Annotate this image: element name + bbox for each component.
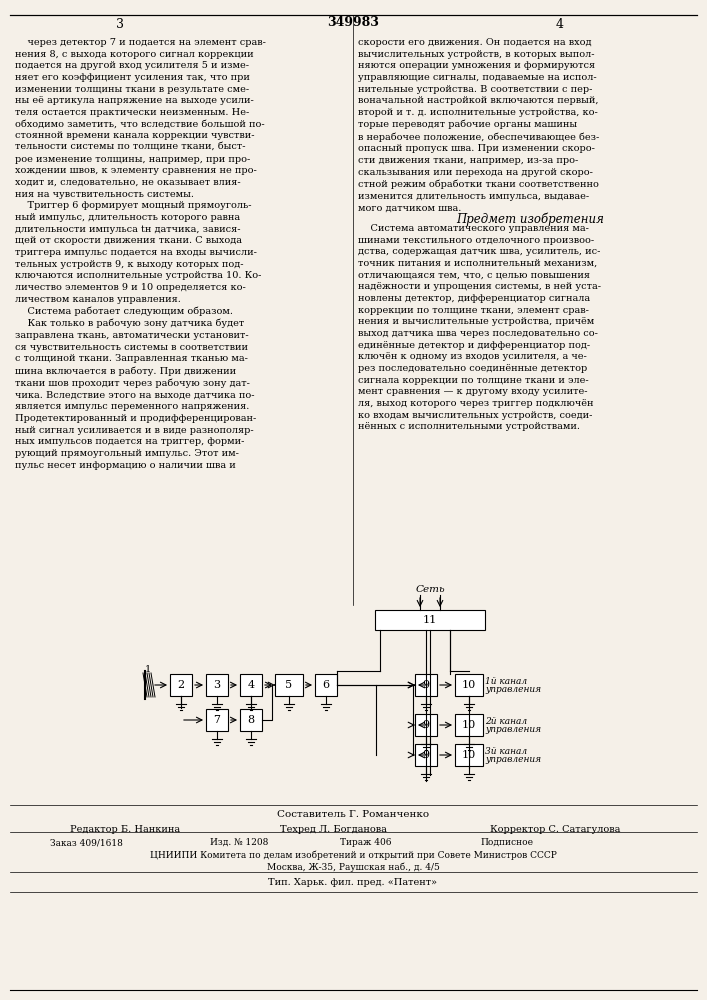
FancyBboxPatch shape: [170, 674, 192, 696]
Text: 2й канал: 2й канал: [485, 716, 527, 726]
Text: 4: 4: [247, 680, 255, 690]
FancyBboxPatch shape: [240, 709, 262, 731]
Text: 9: 9: [423, 750, 430, 760]
Text: Предмет изобретения: Предмет изобретения: [456, 213, 604, 227]
FancyBboxPatch shape: [415, 674, 437, 696]
Text: 1й канал: 1й канал: [485, 676, 527, 686]
Text: 1: 1: [145, 664, 151, 674]
FancyBboxPatch shape: [240, 674, 262, 696]
Text: управления: управления: [485, 754, 541, 764]
Text: Тираж 406: Тираж 406: [340, 838, 392, 847]
Text: Тип. Харьк. фил. пред. «Патент»: Тип. Харьк. фил. пред. «Патент»: [269, 878, 438, 887]
Text: Редактор Б. Нанкина: Редактор Б. Нанкина: [70, 825, 180, 834]
Text: Изд. № 1208: Изд. № 1208: [210, 838, 269, 847]
FancyBboxPatch shape: [275, 674, 303, 696]
Text: Техред Л. Богданова: Техред Л. Богданова: [280, 825, 387, 834]
Text: скорости его движения. Он подается на вход
вычислительных устройств, в которых в: скорости его движения. Он подается на вх…: [358, 38, 600, 212]
Text: 11: 11: [423, 615, 437, 625]
FancyBboxPatch shape: [315, 674, 337, 696]
FancyBboxPatch shape: [415, 714, 437, 736]
FancyBboxPatch shape: [415, 744, 437, 766]
Text: Система автоматического управления ма-
шинами текстильного отделочного произвоо-: Система автоматического управления ма- ш…: [358, 224, 601, 431]
Text: 8: 8: [247, 715, 255, 725]
Text: 10: 10: [462, 680, 476, 690]
FancyBboxPatch shape: [455, 744, 483, 766]
Text: 3: 3: [214, 680, 221, 690]
FancyBboxPatch shape: [206, 674, 228, 696]
Text: 10: 10: [462, 750, 476, 760]
Text: 5: 5: [286, 680, 293, 690]
Text: ЦНИИПИ Комитета по делам изобретений и открытий при Совете Министров СССР: ЦНИИПИ Комитета по делам изобретений и о…: [150, 851, 556, 860]
Text: Сеть: Сеть: [415, 585, 445, 594]
Text: 7: 7: [214, 715, 221, 725]
Text: 9: 9: [423, 720, 430, 730]
Text: Составитель Г. Романченко: Составитель Г. Романченко: [277, 810, 429, 819]
Text: Корректор С. Сатагулова: Корректор С. Сатагулова: [490, 825, 620, 834]
FancyBboxPatch shape: [455, 674, 483, 696]
Text: управления: управления: [485, 724, 541, 734]
FancyBboxPatch shape: [455, 714, 483, 736]
Text: через детектор 7 и подается на элемент срав-
нения 8, с выхода которого сигнал к: через детектор 7 и подается на элемент с…: [15, 38, 266, 470]
Text: 9: 9: [423, 680, 430, 690]
FancyBboxPatch shape: [375, 610, 485, 630]
Text: 6: 6: [322, 680, 329, 690]
Text: 349983: 349983: [327, 16, 379, 29]
Text: 3: 3: [116, 18, 124, 31]
Text: 3й канал: 3й канал: [485, 746, 527, 756]
Text: 4: 4: [556, 18, 564, 31]
Text: Заказ 409/1618: Заказ 409/1618: [50, 838, 123, 847]
Text: управления: управления: [485, 684, 541, 694]
Text: 2: 2: [177, 680, 185, 690]
Text: Москва, Ж-35, Раушская наб., д. 4/5: Москва, Ж-35, Раушская наб., д. 4/5: [267, 863, 440, 872]
Text: Подписное: Подписное: [480, 838, 533, 847]
FancyBboxPatch shape: [206, 709, 228, 731]
Text: 10: 10: [462, 720, 476, 730]
